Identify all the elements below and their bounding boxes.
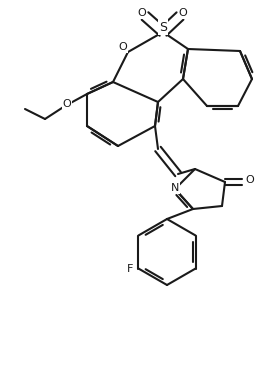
- Text: O: O: [246, 175, 254, 185]
- Text: N: N: [171, 183, 179, 193]
- Text: O: O: [63, 99, 71, 109]
- Text: O: O: [119, 42, 127, 52]
- Text: S: S: [159, 21, 167, 34]
- Text: F: F: [127, 264, 134, 273]
- Text: O: O: [179, 8, 187, 18]
- Text: O: O: [138, 8, 146, 18]
